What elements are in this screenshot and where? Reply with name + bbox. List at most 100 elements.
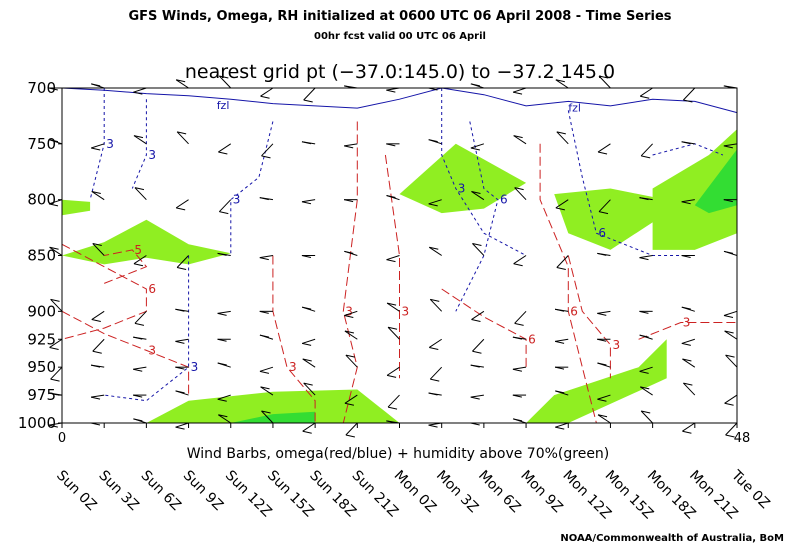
wind-barb-7-5 — [344, 330, 358, 340]
wind-barb-7-1 — [344, 143, 358, 149]
wind-barb-10-2 — [471, 190, 485, 201]
wind-barb-flag — [133, 263, 144, 267]
omega-positive-contour-5 — [384, 154, 400, 379]
wind-barb-1-2 — [91, 190, 105, 201]
wind-barb-10-4 — [471, 310, 485, 323]
wind-barb-11-1 — [513, 135, 527, 145]
wind-barb-staff — [512, 87, 527, 93]
wind-barb-flag — [724, 402, 734, 406]
wind-barb-flag — [302, 342, 312, 346]
wind-barb-staff — [471, 191, 485, 201]
wind-barb-staff — [175, 338, 189, 342]
wind-barb-flag — [387, 406, 398, 410]
wind-barb-6-2 — [301, 199, 316, 205]
wind-barb-staff — [344, 143, 358, 147]
y-tick-label-7: 975 — [27, 386, 56, 404]
wind-barb-staff — [133, 87, 147, 93]
wind-barb-flag — [512, 394, 522, 398]
wind-barb-staff — [429, 338, 442, 348]
wind-barb-9-7 — [428, 392, 442, 396]
wind-barb-7-7 — [344, 394, 358, 406]
wind-barb-flag — [133, 135, 144, 139]
wind-barb-staff — [218, 143, 232, 153]
wind-barb-flag — [639, 197, 649, 201]
wind-barb-staff — [512, 366, 527, 370]
wind-barb-flag — [344, 315, 354, 318]
wind-barb-12-3 — [556, 255, 569, 270]
wind-barb-staff — [386, 255, 400, 261]
wind-barb-flag — [50, 378, 60, 382]
wind-barb-flag — [259, 197, 269, 201]
freezing-level-label-0: fzl — [217, 99, 230, 112]
wind-barb-8-0 — [386, 87, 400, 93]
wind-barb-4-8 — [218, 414, 232, 424]
wind-barb-staff — [724, 330, 738, 340]
wind-barb-staff — [723, 143, 738, 147]
wind-barb-11-4 — [514, 310, 527, 326]
wind-barb-flag — [176, 207, 186, 211]
wind-barb-flag — [639, 370, 649, 374]
wind-barb-flag — [259, 257, 269, 261]
wind-barb-staff — [681, 199, 695, 203]
wind-barb-8-5 — [387, 326, 400, 340]
wind-barb-flag — [91, 147, 101, 151]
wind-barb-2-0 — [133, 87, 147, 95]
omega-positive-contour-2 — [61, 310, 190, 396]
wind-barb-staff — [556, 255, 569, 268]
wind-barb-1-5 — [92, 338, 105, 354]
wind-barb-staff — [218, 199, 232, 213]
wind-barb-6-0 — [303, 87, 316, 103]
wind-barb-flag — [49, 246, 59, 250]
wind-barb-staff — [597, 414, 611, 424]
chart-subtitle: 00hr fcst valid 00 UTC 06 April — [314, 31, 486, 42]
wind-barb-staff — [556, 131, 569, 145]
wind-barb-staff — [514, 187, 527, 201]
wind-barb-flag — [92, 350, 102, 354]
wind-barb-2-2 — [134, 187, 147, 201]
wind-barb-9-2 — [428, 199, 442, 207]
wind-barb-staff — [597, 143, 611, 153]
wind-barb-flag — [429, 346, 439, 350]
wind-barb-flag — [219, 75, 229, 79]
wind-barb-flag — [430, 378, 440, 382]
omega-positive-contour-label-3: 3 — [289, 360, 297, 374]
wind-barb-flag — [681, 201, 691, 205]
wind-barb-16-1 — [723, 143, 738, 149]
wind-barb-flag — [48, 87, 58, 91]
wind-barb-13-0 — [598, 75, 611, 89]
wind-barb-0-4 — [50, 298, 63, 312]
wind-barb-staff — [301, 199, 316, 203]
wind-barb-flag — [597, 362, 607, 366]
wind-barb-flag — [259, 334, 270, 338]
wind-barb-staff — [259, 255, 274, 259]
humidity-region-4 — [526, 339, 667, 423]
wind-barb-staff — [555, 199, 569, 209]
wind-barb-staff — [639, 87, 653, 97]
wind-barb-flag — [50, 298, 60, 302]
wind-barb-flag — [555, 79, 565, 83]
wind-barb-6-3 — [301, 255, 316, 258]
wind-barb-staff — [681, 338, 695, 344]
wind-barb-flag — [725, 354, 735, 358]
wind-barb-flag — [386, 89, 396, 93]
wind-barb-flag — [344, 250, 354, 254]
wind-barb-14-7 — [639, 386, 653, 396]
wind-barb-flag — [302, 430, 312, 434]
wind-barb-flag — [597, 312, 607, 316]
wind-barb-flag — [597, 252, 607, 256]
x-time-label-9: Mon 3Z — [433, 468, 481, 516]
wind-barb-flag — [345, 434, 355, 438]
omega-positive-contour-6 — [441, 288, 527, 368]
wind-barb-flag — [387, 326, 398, 330]
wind-barb-flag — [175, 340, 185, 344]
wind-barb-13-3 — [597, 252, 611, 256]
wind-barb-flag — [302, 358, 312, 362]
wind-barb-staff — [92, 243, 105, 256]
wind-barb-11-3 — [513, 255, 527, 267]
wind-barb-7-2 — [344, 199, 358, 203]
wind-barb-12-6 — [554, 366, 569, 370]
wind-barb-flag — [683, 99, 693, 103]
wind-barb-flag — [175, 426, 185, 430]
wind-barb-staff — [514, 310, 527, 324]
wind-barb-staff — [387, 326, 400, 340]
